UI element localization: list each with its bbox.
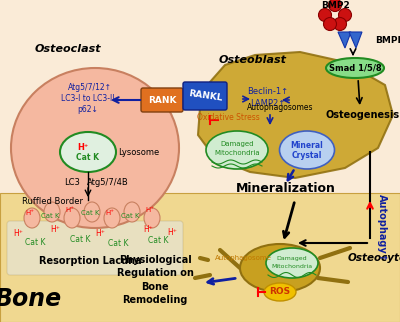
Text: Mitochondria: Mitochondria: [272, 264, 312, 269]
Text: BMPR: BMPR: [375, 35, 400, 44]
Text: LAMP2↑: LAMP2↑: [250, 99, 286, 108]
Text: Cat K: Cat K: [76, 153, 100, 162]
Ellipse shape: [240, 244, 320, 292]
Polygon shape: [338, 32, 351, 48]
Text: Mitochondria: Mitochondria: [214, 150, 260, 156]
Ellipse shape: [334, 17, 346, 31]
Ellipse shape: [144, 208, 160, 228]
Polygon shape: [198, 52, 393, 178]
FancyBboxPatch shape: [7, 221, 183, 275]
Text: Resorption Lacuna: Resorption Lacuna: [39, 256, 141, 266]
Ellipse shape: [44, 202, 60, 222]
Ellipse shape: [64, 208, 80, 228]
Text: Cat K: Cat K: [108, 239, 128, 248]
Text: Smad 1/5/8: Smad 1/5/8: [329, 63, 381, 72]
Text: Mineral: Mineral: [291, 141, 323, 150]
Text: Autophagosomes: Autophagosomes: [247, 103, 313, 112]
Text: LC3: LC3: [64, 178, 80, 187]
Text: Atg5/7/12↑: Atg5/7/12↑: [68, 83, 112, 92]
Ellipse shape: [60, 132, 116, 172]
Text: BMP2: BMP2: [321, 1, 349, 10]
Text: ROS: ROS: [270, 288, 290, 297]
Text: Atg5/7/4B: Atg5/7/4B: [87, 178, 129, 187]
Text: Lysosome: Lysosome: [118, 147, 159, 156]
Text: Ruffled Border: Ruffled Border: [22, 197, 83, 206]
Text: RANK: RANK: [148, 96, 176, 105]
Text: Damaged: Damaged: [220, 141, 254, 147]
Text: Mineralization: Mineralization: [236, 182, 336, 195]
Text: H⁺: H⁺: [106, 210, 114, 216]
Polygon shape: [349, 32, 362, 48]
Text: H⁺: H⁺: [167, 228, 177, 237]
Text: H⁺: H⁺: [66, 207, 74, 213]
Text: Autophagosome: Autophagosome: [214, 255, 272, 261]
Ellipse shape: [328, 0, 342, 12]
Text: Crystal: Crystal: [292, 151, 322, 160]
Text: LC3-I to LC3-II: LC3-I to LC3-II: [61, 94, 115, 103]
Ellipse shape: [124, 202, 140, 222]
Text: H⁺: H⁺: [146, 207, 154, 213]
Bar: [0, 193, 400, 322]
Text: Cat K: Cat K: [121, 213, 139, 219]
Text: Cat K: Cat K: [70, 235, 90, 244]
Text: H⁺: H⁺: [143, 225, 153, 234]
Text: RANKL: RANKL: [188, 89, 222, 103]
Text: Autophagy↑: Autophagy↑: [377, 194, 387, 262]
Ellipse shape: [338, 8, 352, 22]
Text: H⁺: H⁺: [13, 229, 23, 238]
Text: Osteoblast: Osteoblast: [219, 55, 287, 65]
Text: Osteocyte: Osteocyte: [348, 253, 400, 263]
Ellipse shape: [104, 208, 120, 228]
Text: Cat K: Cat K: [81, 210, 99, 216]
Text: Beclin-1↑: Beclin-1↑: [248, 87, 288, 96]
Text: Oxidative Stress: Oxidative Stress: [197, 113, 259, 122]
Ellipse shape: [24, 208, 40, 228]
Ellipse shape: [264, 283, 296, 301]
FancyBboxPatch shape: [141, 88, 183, 112]
Text: Cat K: Cat K: [41, 213, 59, 219]
Text: Bone: Bone: [0, 287, 62, 311]
Text: Damaged: Damaged: [277, 256, 307, 261]
Ellipse shape: [324, 17, 336, 31]
Ellipse shape: [326, 58, 384, 78]
FancyBboxPatch shape: [183, 82, 227, 110]
Ellipse shape: [84, 202, 100, 222]
Text: H⁺: H⁺: [95, 229, 105, 238]
Text: Osteoclast: Osteoclast: [35, 44, 101, 54]
Text: H⁺: H⁺: [77, 143, 89, 151]
Text: Osteogenesis: Osteogenesis: [326, 110, 400, 120]
Text: Cat K: Cat K: [25, 238, 45, 247]
Ellipse shape: [266, 248, 318, 278]
Text: Physiological
Regulation on
Bone
Remodeling: Physiological Regulation on Bone Remodel…: [116, 255, 194, 305]
Text: H⁺: H⁺: [50, 225, 60, 234]
Ellipse shape: [206, 131, 268, 169]
Ellipse shape: [280, 131, 334, 169]
Text: p62↓: p62↓: [78, 105, 98, 114]
Ellipse shape: [318, 8, 332, 22]
Text: H⁺: H⁺: [26, 210, 34, 216]
Ellipse shape: [11, 68, 179, 228]
Text: Cat K: Cat K: [148, 236, 168, 245]
